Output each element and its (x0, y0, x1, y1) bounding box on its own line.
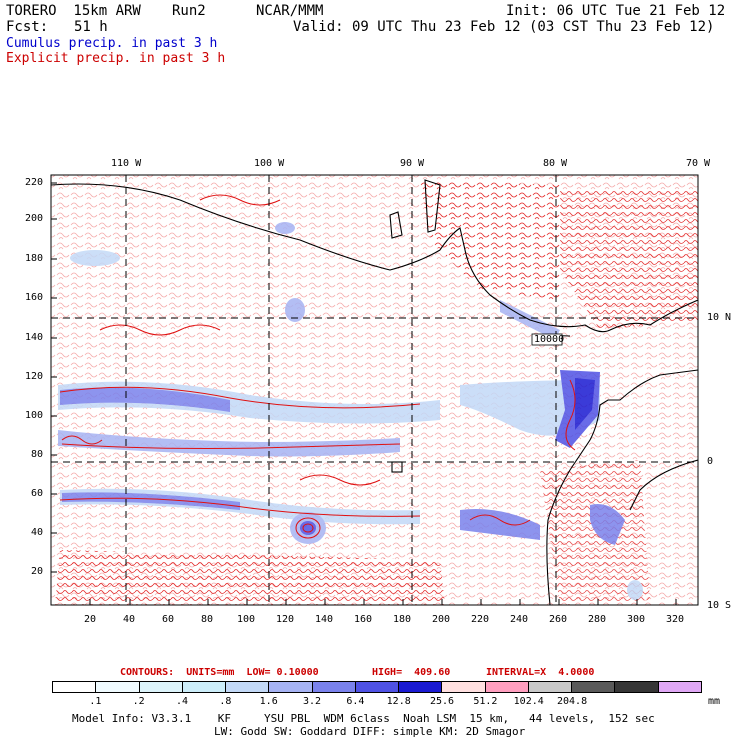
contour-info: CONTOURS: UNITS=mm LOW= 0.10000 (120, 667, 319, 678)
colorbar-swatch-13 (615, 682, 659, 692)
explicit-precip-central-america (420, 180, 560, 300)
legend-explicit: Explicit precip. in past 3 h (6, 51, 226, 66)
colorbar-swatch-1 (96, 682, 140, 692)
lon-label-80w: 80 W (543, 158, 568, 169)
legend-cumulus: Cumulus precip. in past 3 h (6, 36, 218, 51)
explicit-precip-northeast (560, 190, 698, 330)
y-label-220: 220 (25, 177, 44, 188)
explicit-precip-south (55, 550, 445, 605)
colorbar-swatch-7 (355, 682, 400, 692)
x-label-260: 260 (549, 614, 568, 625)
x-label-100: 100 (237, 614, 256, 625)
y-label-100: 100 (25, 410, 44, 421)
colorbar-label: .1 (89, 696, 102, 707)
cumulus-bands (58, 222, 643, 600)
colorbar-label: 102.4 (513, 696, 544, 707)
init-time: Init: 06 UTC Tue 21 Feb 12 (506, 3, 726, 19)
y-label-80: 80 (31, 449, 44, 460)
contour-lines (59, 194, 576, 539)
colorbar-label: 25.6 (430, 696, 455, 707)
x-label-80: 80 (201, 614, 214, 625)
org-label: NCAR/MMM (256, 3, 324, 19)
colorbar-swatch-11 (528, 682, 573, 692)
y-label-180: 180 (25, 253, 44, 264)
x-label-280: 280 (588, 614, 607, 625)
model-info: Model Info: V3.3.1 KF YSU PBL WDM 6class… (72, 712, 655, 725)
colorbar-units: mm (708, 696, 721, 707)
x-label-140: 140 (315, 614, 334, 625)
map-frame (50, 174, 699, 606)
colorbar (52, 681, 702, 693)
lon-label-100w: 100 W (254, 158, 285, 169)
colorbar-label: 12.8 (386, 696, 411, 707)
x-label-200: 200 (432, 614, 451, 625)
colorbar-label: 6.4 (346, 696, 365, 707)
colorbar-swatch-2 (139, 682, 183, 692)
y-label-40: 40 (31, 527, 44, 538)
y-label-20: 20 (31, 566, 44, 577)
x-label-300: 300 (627, 614, 646, 625)
x-label-60: 60 (162, 614, 175, 625)
colorbar-swatch-12 (572, 682, 616, 692)
lat-label-0: 0 (707, 456, 714, 467)
colorbar-swatch-9 (442, 682, 486, 692)
forecast-label: Fcst: (6, 19, 49, 35)
colorbar-swatch-0 (53, 682, 97, 692)
contour-high: HIGH= 409.60 (372, 667, 451, 678)
lon-label-110w: 110 W (111, 158, 142, 169)
y-label-60: 60 (31, 488, 44, 499)
colorbar-swatch-5 (269, 682, 313, 692)
x-label-20: 20 (84, 614, 97, 625)
lat-label-10n: 10 N (707, 312, 732, 323)
colorbar-swatch-8 (399, 682, 443, 692)
colorbar-label: .8 (219, 696, 232, 707)
y-label-140: 140 (25, 332, 44, 343)
lon-label-70w: 70 W (686, 158, 711, 169)
colorbar-label: 51.2 (473, 696, 498, 707)
model-physics: LW: Godd SW: Goddard DIFF: simple KM: 2D… (214, 725, 526, 738)
y-label-160: 160 (25, 292, 44, 303)
model-title: TORERO 15km ARW (6, 3, 141, 19)
colorbar-label: 1.6 (259, 696, 278, 707)
contour-label-box (531, 333, 563, 346)
explicit-precip-andes (540, 460, 650, 605)
lon-label-90w: 90 W (400, 158, 425, 169)
x-label-120: 120 (276, 614, 295, 625)
x-label-220: 220 (471, 614, 490, 625)
colorbar-swatch-6 (312, 682, 356, 692)
contour-label-10000: 10000 (534, 334, 565, 345)
run-label: Run2 (172, 3, 206, 19)
x-label-240: 240 (510, 614, 529, 625)
y-label-200: 200 (25, 213, 44, 224)
colorbar-swatch-14 (658, 682, 701, 692)
contour-interval: INTERVAL=X 4.0000 (486, 667, 595, 678)
colorbar-label: .2 (132, 696, 145, 707)
forecast-hour: 51 h (74, 19, 108, 35)
lat-label-10s: 10 S (707, 600, 732, 611)
colorbar-swatch-10 (485, 682, 529, 692)
x-label-160: 160 (354, 614, 373, 625)
y-label-120: 120 (25, 371, 44, 382)
axis-ticks (51, 182, 677, 605)
colorbar-label: 3.2 (303, 696, 322, 707)
colorbar-label: .4 (176, 696, 189, 707)
colorbar-label: 204.8 (557, 696, 588, 707)
x-label-320: 320 (666, 614, 685, 625)
valid-time: Valid: 09 UTC Thu 23 Feb 12 (03 CST Thu … (293, 19, 715, 35)
x-label-180: 180 (393, 614, 412, 625)
colorbar-swatch-4 (226, 682, 270, 692)
colorbar-swatch-3 (182, 682, 227, 692)
x-label-40: 40 (123, 614, 136, 625)
